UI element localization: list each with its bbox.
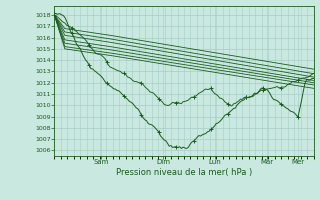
X-axis label: Pression niveau de la mer( hPa ): Pression niveau de la mer( hPa ) [116,168,252,177]
